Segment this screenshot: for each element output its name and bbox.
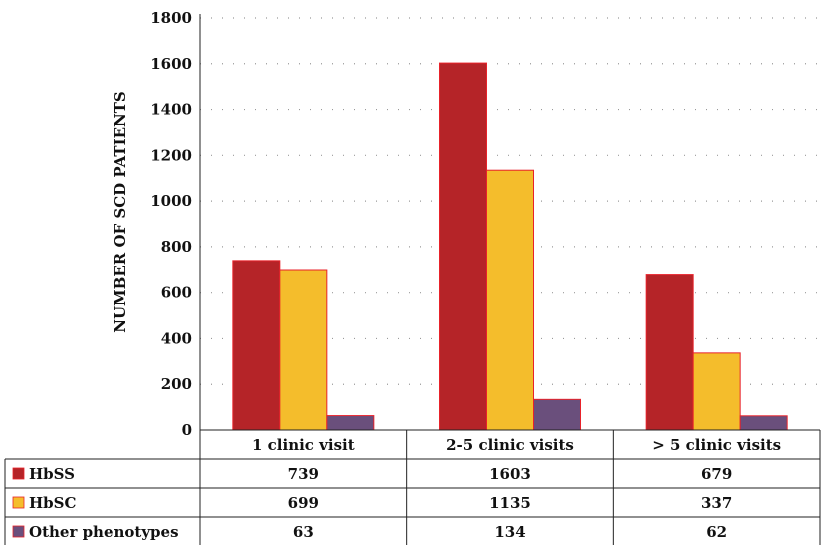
bar-other-phenotypes <box>533 398 581 431</box>
y-tick-labels: 0 200 400 600 800 1000 1200 1400 1600 1800 <box>150 9 192 439</box>
y-tick-label: 800 <box>161 238 192 256</box>
data-value-label: 63 <box>293 523 314 541</box>
legend-swatch <box>12 525 25 538</box>
y-axis-label: NUMBER OF SCD PATIENTS <box>111 91 129 332</box>
data-value-label: 739 <box>288 465 319 483</box>
data-value-label: 62 <box>706 523 727 541</box>
y-tick-label: 1200 <box>150 146 192 164</box>
bars <box>232 62 788 431</box>
y-tick-label: 400 <box>161 329 192 347</box>
bar-other-phenotypes <box>739 415 788 431</box>
bar-hbsc <box>279 269 328 431</box>
data-value-label: 699 <box>288 494 319 512</box>
axes <box>199 14 820 431</box>
y-tick-label: 1000 <box>150 192 192 210</box>
data-value-label: 337 <box>701 494 732 512</box>
bar-hbss <box>232 260 281 431</box>
y-tick-label: 0 <box>182 421 192 439</box>
x-category-label: > 5 clinic visits <box>652 436 781 454</box>
bar-hbsc <box>486 169 534 431</box>
data-value-label: 1603 <box>489 465 531 483</box>
y-tick-label: 1600 <box>150 55 192 73</box>
x-category-label: 1 clinic visit <box>252 436 355 454</box>
bar-hbss <box>439 62 487 431</box>
legend-swatch <box>12 496 25 509</box>
y-tick-label: 600 <box>161 284 192 302</box>
bar-hbss <box>645 274 694 431</box>
data-value-label: 1135 <box>489 494 531 512</box>
legend-label: HbSS <box>29 465 75 483</box>
data-table: 1 clinic visit 2-5 clinic visits > 5 clini… <box>4 430 821 545</box>
data-value-label: 679 <box>701 465 732 483</box>
y-tick-label: 1400 <box>150 101 192 119</box>
legend-label: HbSC <box>29 494 76 512</box>
bar-hbsc <box>692 352 741 431</box>
legend-label: Other phenotypes <box>29 523 179 541</box>
y-tick-label: 200 <box>161 375 192 393</box>
x-category-label: 2-5 clinic visits <box>446 436 574 454</box>
legend-swatch <box>12 467 25 480</box>
data-value-label: 134 <box>494 523 525 541</box>
y-tick-label: 1800 <box>150 9 192 27</box>
bar-other-phenotypes <box>326 415 375 431</box>
